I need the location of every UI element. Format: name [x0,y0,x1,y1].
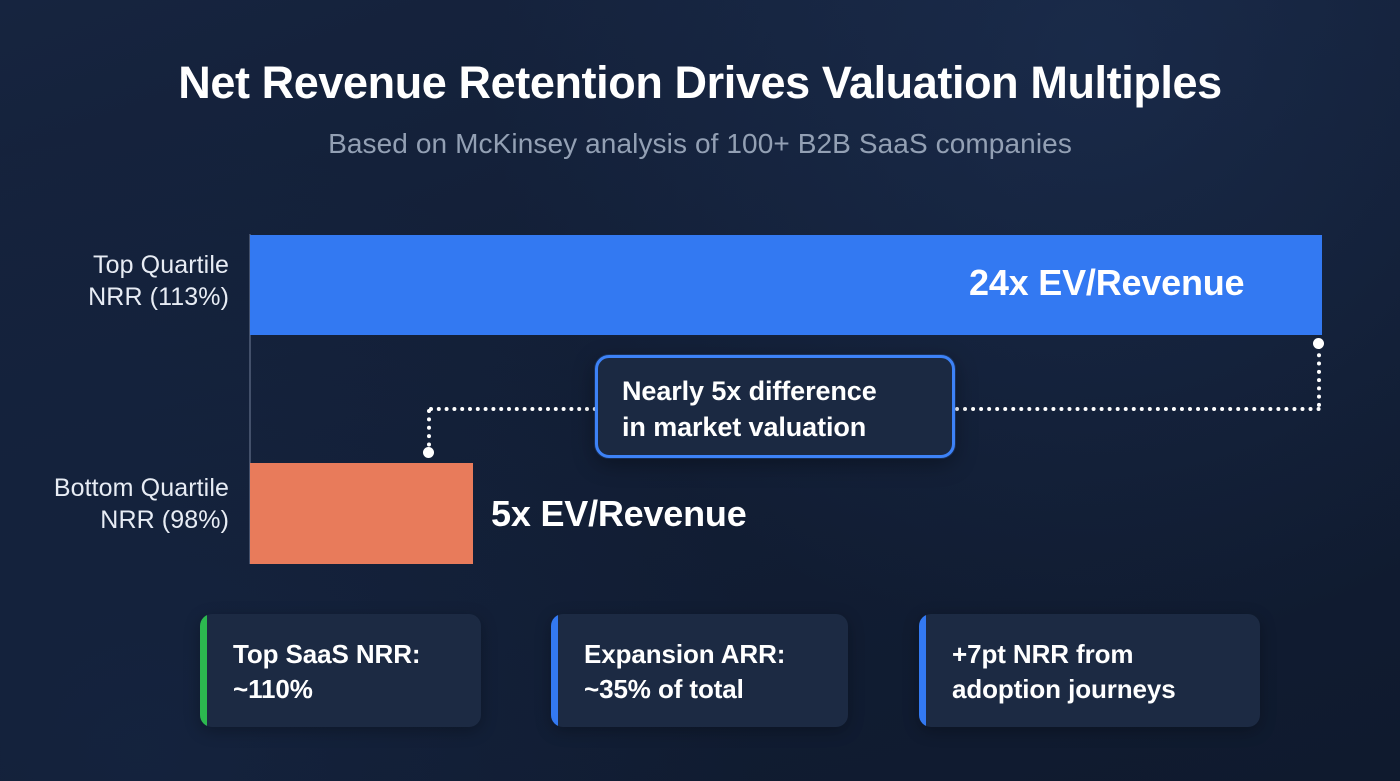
connector-left-vertical [427,409,431,455]
connector-right-horizontal [955,407,1321,411]
bar-value-label-top-quartile: 24x EV/Revenue [969,262,1245,303]
connector-left-horizontal [429,407,597,411]
stat-card-accent-bar [200,614,207,727]
stat-card-text: +7pt NRR from adoption journeys [952,639,1176,704]
category-axis-line [249,234,251,564]
page-title: Net Revenue Retention Drives Valuation M… [178,57,1222,108]
page-subtitle: Based on McKinsey analysis of 100+ B2B S… [328,128,1072,159]
annotation-callout: Nearly 5x difference in market valuation [595,355,955,458]
stat-card-text: Expansion ARR: ~35% of total [584,639,786,704]
stat-card-top-saas-nrr[interactable]: Top SaaS NRR: ~110% [200,614,481,727]
category-label-bottom-quartile: Bottom Quartile NRR (98%) [53,474,229,534]
bar-value-label-bottom-quartile: 5x EV/Revenue [491,493,747,534]
stat-card-expansion-arr[interactable]: Expansion ARR: ~35% of total [551,614,848,727]
bar-bottom-quartile[interactable] [250,463,473,564]
stat-card-adoption-journeys[interactable]: +7pt NRR from adoption journeys [919,614,1260,727]
connector-right-vertical [1317,345,1321,407]
bar-top-quartile[interactable] [250,235,1322,335]
stat-card-accent-bar [919,614,926,727]
stat-card-accent-bar [551,614,558,727]
stat-card-text: Top SaaS NRR: ~110% [233,639,421,704]
connector-left-endpoint-dot [423,447,434,458]
category-label-top-quartile: Top Quartile NRR (113%) [88,251,229,311]
annotation-callout-text: Nearly 5x difference in market valuation [622,376,877,442]
connector-right-endpoint-dot [1313,338,1324,349]
